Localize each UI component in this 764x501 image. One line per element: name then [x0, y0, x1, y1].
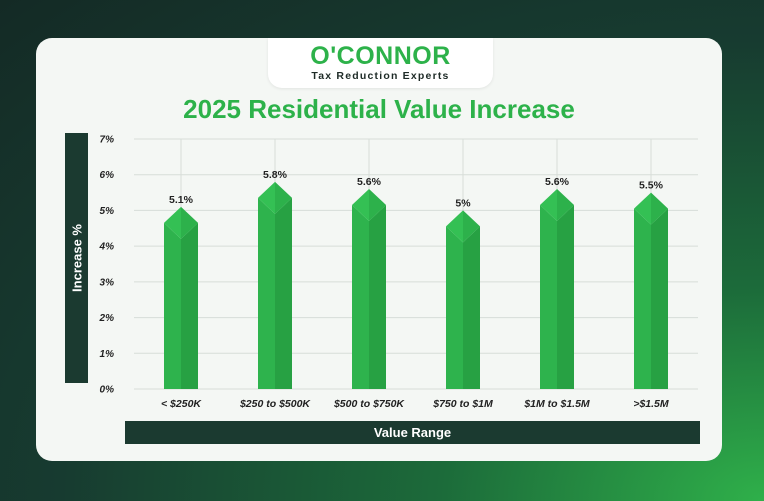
bar-cap — [634, 192, 668, 225]
bar-right-face — [557, 205, 574, 389]
x-tick-label: >$1.5M — [633, 398, 669, 410]
bar-cap-shade — [557, 189, 574, 221]
x-tick-label: $750 to $1M — [432, 398, 493, 410]
data-label: 5.1% — [169, 194, 194, 206]
bar-right-face — [651, 208, 668, 389]
brand-tagline: Tax Reduction Experts — [311, 70, 450, 82]
x-tick-label: < $250K — [161, 398, 202, 410]
brand-name: O'CONNOR — [310, 42, 451, 70]
bar-cap-shade — [651, 192, 668, 225]
bar-right-face — [463, 226, 480, 389]
bar-cap — [540, 189, 574, 221]
brand-logo: O'CONNOR Tax Reduction Experts — [268, 38, 493, 88]
bar-cap-shade — [275, 181, 292, 214]
chart-title: 2025 Residential Value Increase — [183, 94, 575, 124]
x-tick-label: $1M to $1.5M — [523, 398, 590, 410]
data-label: 5.8% — [263, 169, 288, 181]
bar-left-face — [634, 208, 651, 389]
chart-card: O'CONNOR Tax Reduction Experts 2025 Resi… — [36, 38, 722, 461]
bar-left-face — [540, 205, 557, 389]
bar-left-face — [258, 197, 275, 389]
data-label: 5.6% — [357, 176, 382, 188]
x-axis-label: Value Range — [125, 421, 700, 444]
bar-cap — [258, 181, 292, 214]
y-tick-label: 5% — [100, 206, 115, 217]
bar-left-face — [446, 226, 463, 389]
y-tick-label: 0% — [100, 385, 115, 396]
bar-cap-shade — [463, 210, 480, 243]
bar-right-face — [369, 205, 386, 389]
y-tick-label: 4% — [99, 242, 115, 253]
y-tick-label: 7% — [100, 135, 115, 146]
bar-right-face — [181, 222, 198, 389]
y-axis-label-box: Increase % — [65, 133, 88, 383]
y-tick-label: 6% — [100, 170, 115, 181]
y-tick-label: 2% — [99, 313, 115, 324]
bar-cap — [164, 206, 198, 239]
bar-cap — [446, 210, 480, 243]
bar-cap-shade — [369, 189, 386, 221]
y-tick-label: 1% — [100, 349, 115, 360]
bar-cap — [352, 189, 386, 221]
bar-right-face — [275, 197, 292, 389]
bar-left-face — [164, 222, 181, 389]
bar-chart-plot: 0% 1% 2% 3% 4% 5% 6% 7% 5.1% < $250K 5.8% $250 to $… — [99, 135, 698, 410]
bar-left-face — [352, 205, 369, 389]
x-tick-label: $250 to $500K — [239, 398, 311, 410]
y-tick-label: 3% — [100, 277, 115, 288]
x-tick-label: $500 to $750K — [333, 398, 405, 410]
data-label: 5.6% — [545, 176, 570, 188]
data-label: 5.5% — [639, 180, 664, 192]
bar-cap-shade — [181, 206, 198, 239]
data-label: 5% — [455, 197, 471, 209]
